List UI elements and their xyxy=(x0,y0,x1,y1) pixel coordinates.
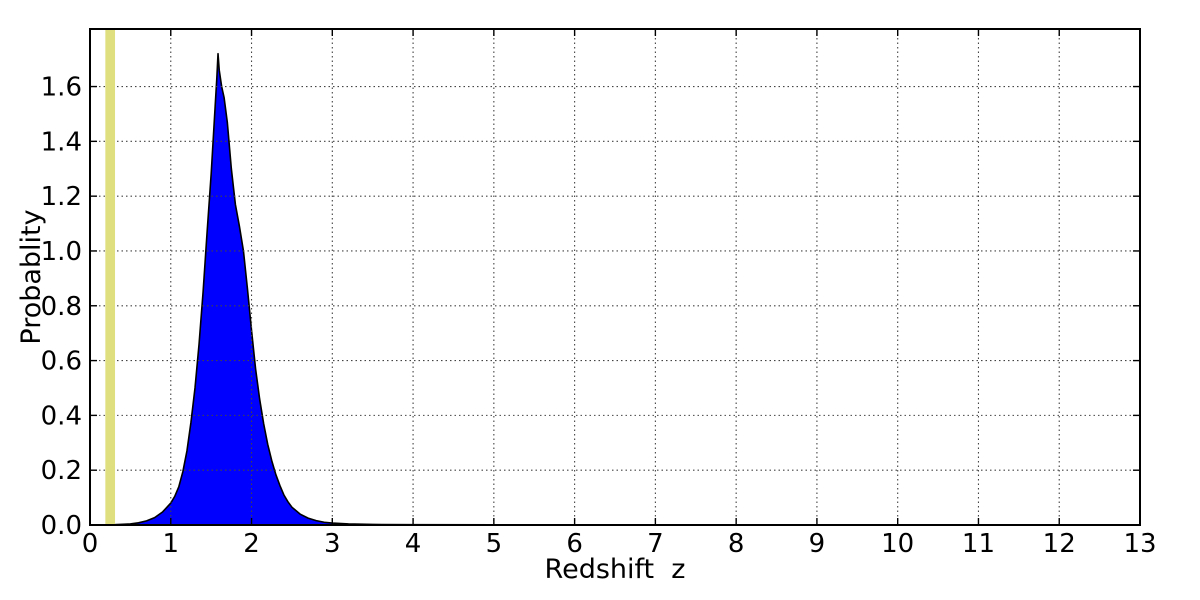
x-tick-label: 8 xyxy=(728,529,745,559)
curve-layer xyxy=(89,52,1141,526)
grid-layer xyxy=(90,29,1140,525)
x-tick-label: 6 xyxy=(566,529,583,559)
x-tick-label: 2 xyxy=(243,529,260,559)
x-tick-label: 4 xyxy=(405,529,422,559)
y-tick-label: 1.0 xyxy=(41,237,82,267)
band-layer xyxy=(105,29,116,525)
y-tick-label: 0.6 xyxy=(41,347,82,377)
y-tick-label: 0.4 xyxy=(41,401,82,431)
spines xyxy=(89,28,1141,526)
x-axis-label: Redshift z xyxy=(545,554,686,585)
x-tick-label: 7 xyxy=(647,529,664,559)
y-tick-label: 1.2 xyxy=(41,182,82,212)
x-tick-label: 0 xyxy=(82,529,99,559)
x-tick-label: 5 xyxy=(486,529,503,559)
x-tick-label: 3 xyxy=(324,529,341,559)
tick-marks xyxy=(89,29,1141,526)
axes-spines xyxy=(89,28,1141,526)
x-tick-label: 12 xyxy=(1043,529,1076,559)
y-axis-label: Probablity xyxy=(16,209,47,344)
tick-labels: 0 1 2 3 4 5 6 7 8 9 10 11 12 130.00.20.40.60.81.01.21… xyxy=(41,73,1157,559)
y-tick-label: 0.8 xyxy=(41,292,82,322)
y-tick-label: 0.2 xyxy=(41,456,82,486)
x-tick-label: 11 xyxy=(962,529,995,559)
vertical-band xyxy=(105,29,116,525)
x-tick-label: 1 xyxy=(162,529,179,559)
probability-curve xyxy=(89,52,1141,526)
y-tick-label: 1.4 xyxy=(41,127,82,157)
x-tick-label: 10 xyxy=(881,529,914,559)
x-tick-label: 9 xyxy=(809,529,826,559)
x-tick-label: 13 xyxy=(1123,529,1156,559)
y-tick-label: 1.6 xyxy=(41,73,82,103)
y-tick-label: 0.0 xyxy=(41,511,82,541)
